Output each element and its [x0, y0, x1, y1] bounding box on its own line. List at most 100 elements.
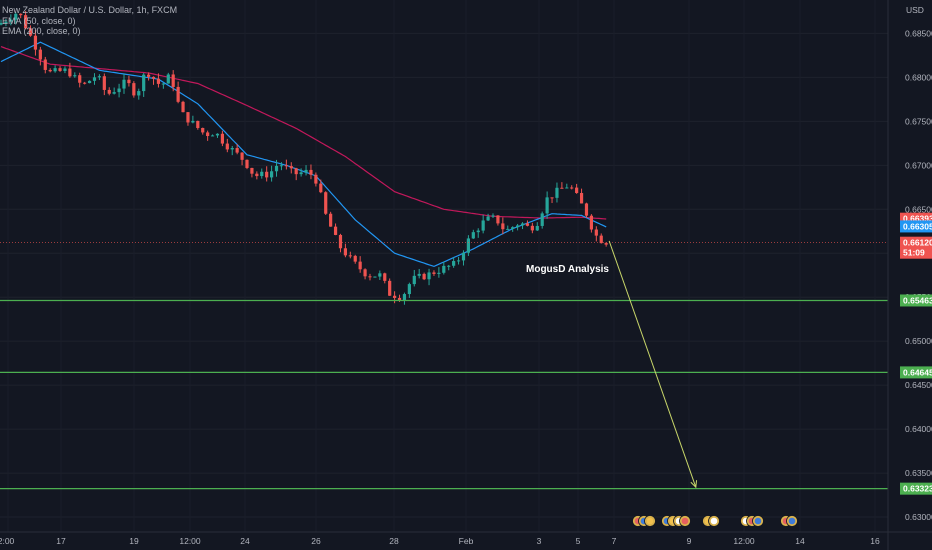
candle-body [215, 133, 220, 136]
candle-body [496, 215, 500, 224]
candle-body [575, 187, 579, 193]
support-badge-1-text: 0.65463 [903, 295, 932, 305]
candle-body [127, 79, 131, 84]
candle-body [63, 68, 67, 71]
candle-body [289, 166, 293, 169]
candle-body [309, 169, 313, 175]
candle-body [516, 225, 520, 228]
candle-body [343, 248, 347, 256]
projection-arrow-line [608, 240, 697, 488]
candle-body [388, 280, 392, 296]
candle-body [511, 227, 515, 229]
candle-body [338, 234, 343, 249]
candle-body [461, 252, 466, 261]
candle-body [525, 223, 530, 226]
candle-body [161, 83, 165, 85]
ema200-line [0, 46, 607, 220]
symbol-title[interactable]: New Zealand Dollar / U.S. Dollar, 1h, FX… [2, 5, 178, 15]
time-tick-label: 9 [687, 536, 692, 546]
support-badge-2-text: 0.64645 [903, 367, 932, 377]
analysis-annotation-text: MogusD Analysis [526, 264, 609, 275]
candle-body [151, 76, 156, 79]
candle-body [540, 213, 544, 226]
candle-body [58, 68, 62, 71]
candle-body [456, 260, 461, 262]
candle-body [284, 165, 288, 167]
candle-body [210, 135, 215, 137]
candle-body [255, 173, 259, 177]
candle-body [260, 171, 264, 177]
time-tick-label: 5 [576, 536, 581, 546]
candle-body [348, 255, 352, 257]
candle-body [363, 269, 367, 277]
candle-body [393, 295, 397, 298]
time-tick-label: 14 [795, 536, 805, 546]
time-tick-label: 12:00 [733, 536, 755, 546]
time-tick-label: 3 [537, 536, 542, 546]
candle-body [324, 192, 328, 214]
candle-body [230, 148, 234, 150]
price-axis[interactable]: 0.685000.680000.675000.670000.665000.660… [887, 0, 932, 550]
candle-body [501, 223, 505, 230]
candle-body [270, 171, 274, 178]
last-price-badge [900, 236, 932, 259]
candle-body [220, 133, 224, 144]
candle-body [407, 284, 411, 295]
event-flag-icon [710, 517, 718, 525]
ema50-line [0, 41, 607, 268]
candle-body [432, 272, 436, 274]
candle-body [304, 169, 308, 173]
time-tick-label: Feb [459, 536, 474, 546]
candle-body [206, 132, 210, 137]
candle-body [250, 167, 254, 174]
candle-body [353, 255, 357, 262]
ema50-legend[interactable]: EMA (50, close, 0) [2, 15, 76, 26]
candle-body [48, 69, 52, 72]
candle-body [486, 216, 490, 221]
time-tick-label: 26 [311, 536, 321, 546]
candle-body [314, 174, 318, 184]
candle-body [73, 75, 77, 77]
candle-body [196, 120, 200, 128]
candle-body [245, 159, 249, 168]
candle-body [594, 229, 598, 236]
event-flag-icon [754, 517, 762, 525]
projection-layer [608, 240, 698, 489]
candle-body [481, 220, 485, 231]
time-tick-label: 17 [56, 536, 66, 546]
time-tick-label: 28 [389, 536, 399, 546]
candle-body [28, 28, 33, 36]
time-tick-label: 19 [129, 536, 139, 546]
candle-body [0, 23, 3, 25]
last-price-text: 0.66120 [903, 238, 932, 248]
candle-body [417, 273, 421, 276]
candle-body [471, 232, 475, 239]
candle-body [38, 49, 42, 60]
candle-body [142, 74, 146, 92]
candle-body [466, 238, 470, 253]
candle-body [555, 187, 559, 198]
candle-body [442, 265, 446, 273]
time-tick-label: 12:00 [179, 536, 201, 546]
time-axis[interactable]: 2:00 17 19 12:00 24 26 28 Feb 3 5 7 9 12:00 14 16 [0, 531, 932, 546]
candle-body [545, 197, 549, 214]
event-flag-icon [646, 517, 654, 525]
candle-body [9, 19, 13, 22]
candle-body [107, 89, 111, 94]
candle-body [373, 276, 377, 278]
candle-body [132, 83, 136, 96]
chart-legend: New Zealand Dollar / U.S. Dollar, 1h, FX… [2, 5, 177, 37]
candle-body [92, 77, 97, 81]
candle-body [447, 265, 451, 267]
time-tick-label: 2:00 [0, 536, 15, 546]
candle-body [584, 203, 589, 216]
ema200-legend[interactable]: EMA (200, close, 0) [2, 26, 81, 36]
candle-body [570, 187, 574, 189]
price-axis-bg [888, 0, 932, 550]
candle-body [112, 92, 116, 94]
